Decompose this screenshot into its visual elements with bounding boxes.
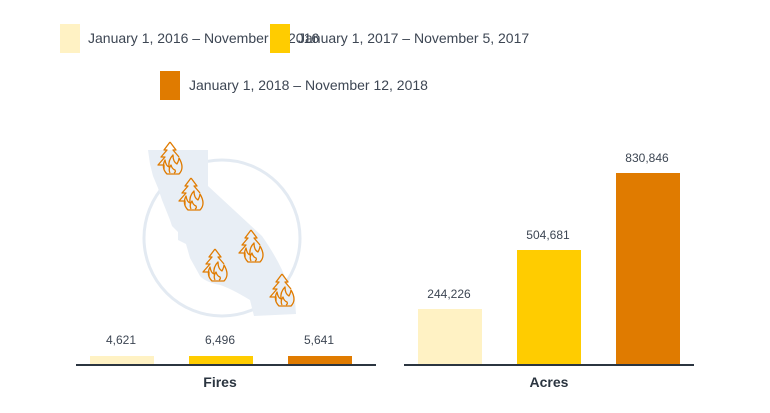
fires-value-2016: 4,621 [105,333,137,347]
fires-bar-2018 [288,356,352,365]
fires-value-2018: 5,641 [303,333,335,347]
burning-tree-icon [269,273,295,307]
fires-axis-title: Fires [203,374,237,390]
acres-bar-2017 [517,250,581,365]
burning-tree-icon [157,141,183,175]
acres-value-2018: 830,846 [625,151,669,165]
legend-label-2017: January 1, 2017 – November 5, 2017 [298,30,530,46]
acres-value-2017: 504,681 [526,228,570,242]
fires-axis-baseline [76,364,376,366]
legend-label-2018: January 1, 2018 – November 12, 2018 [189,77,428,93]
burning-tree-icon [238,229,264,263]
acres-axis-title: Acres [529,374,569,390]
acres-value-2016: 244,226 [427,287,471,301]
fires-value-2017: 6,496 [204,333,236,347]
legend-swatch-2016 [60,24,80,53]
acres-bar-2018 [616,173,680,365]
burning-tree-icon [178,177,204,211]
legend-swatch-2017 [270,24,290,53]
acres-bar-2016 [418,309,482,365]
acres-axis-baseline [404,364,694,366]
legend-label-2016: January 1, 2016 – November 5, 2016 [88,30,320,46]
legend-swatch-2018 [160,71,180,100]
fires-bar-2017 [189,356,253,365]
burning-tree-icon [202,248,228,282]
fires-bar-2016 [90,356,154,365]
